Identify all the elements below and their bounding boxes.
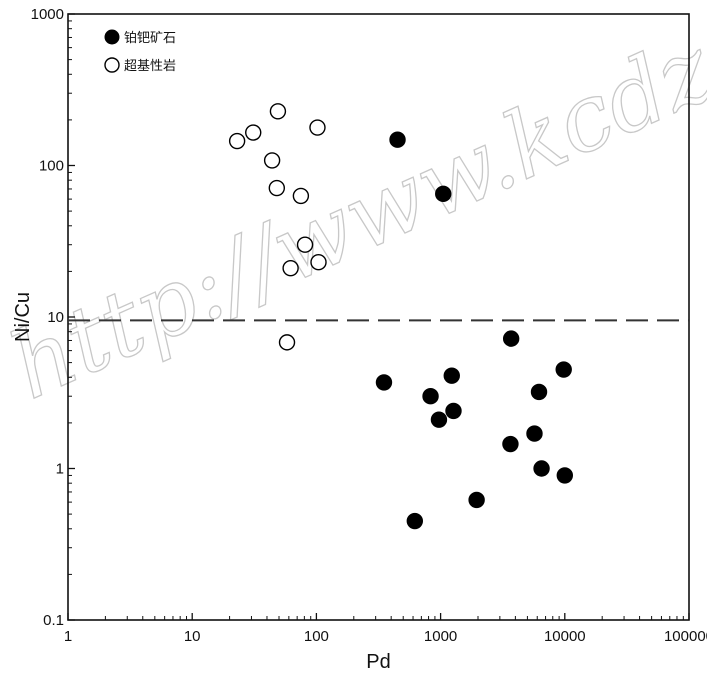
ultrabasic-data-point (310, 253, 327, 271)
ore-data-point (556, 467, 573, 484)
ore-data-point (502, 435, 519, 453)
y-tick-label: 0.1 (43, 612, 64, 629)
ore-data-point (555, 361, 572, 378)
y-tick-label: 1000 (31, 6, 64, 23)
ultrabasic-data-point (309, 119, 326, 136)
ore-data-point (406, 512, 424, 530)
x-tick-label: 10000 (544, 628, 586, 645)
ultrabasic-data-point (228, 132, 246, 150)
ore-data-point (502, 330, 520, 347)
ultrabasic-data-point (263, 152, 281, 169)
x-tick-label: 1000 (424, 628, 457, 645)
x-tick-label: 10 (184, 628, 201, 645)
ultrabasic-data-point (278, 334, 296, 351)
x-tick-label: 1 (64, 628, 72, 645)
y-tick-label: 100 (39, 158, 64, 175)
x-axis-title: Pd (366, 651, 390, 673)
y-tick-label: 10 (47, 309, 64, 326)
ultrabasic-data-point (269, 103, 287, 120)
ore-data-point (430, 411, 448, 428)
ore-data-point (526, 425, 543, 442)
legend: 铂钯矿石 超基性岩 (104, 29, 176, 74)
ultrabasic-data-point (282, 259, 299, 277)
ore-data-point (533, 460, 550, 477)
ore-data-point (443, 367, 460, 384)
ore-data-point (468, 491, 485, 509)
ore-data-point (530, 383, 548, 401)
x-tick-label: 100 (304, 628, 329, 645)
ore-data-point (375, 374, 393, 391)
y-axis-title: Ni/Cu (12, 292, 34, 342)
legend-label-ultrabasic-rock: 超基性岩 (124, 59, 176, 74)
data-points (228, 103, 573, 530)
ultrabasic-data-point (292, 187, 310, 205)
ultrabasic-data-point (296, 236, 314, 253)
legend-marker-pt-pd-ore (104, 29, 120, 45)
ultrabasic-data-point (268, 179, 286, 197)
y-tick-label: 1 (56, 461, 64, 478)
ultrabasic-data-point (245, 124, 262, 141)
ore-data-point (445, 402, 462, 420)
ore-data-point (389, 131, 406, 148)
legend-label-pt-pd-ore: 铂钯矿石 (124, 30, 176, 46)
ore-data-point (435, 185, 452, 203)
legend-marker-ultrabasic-rock (104, 57, 120, 73)
ore-data-point (422, 388, 439, 405)
